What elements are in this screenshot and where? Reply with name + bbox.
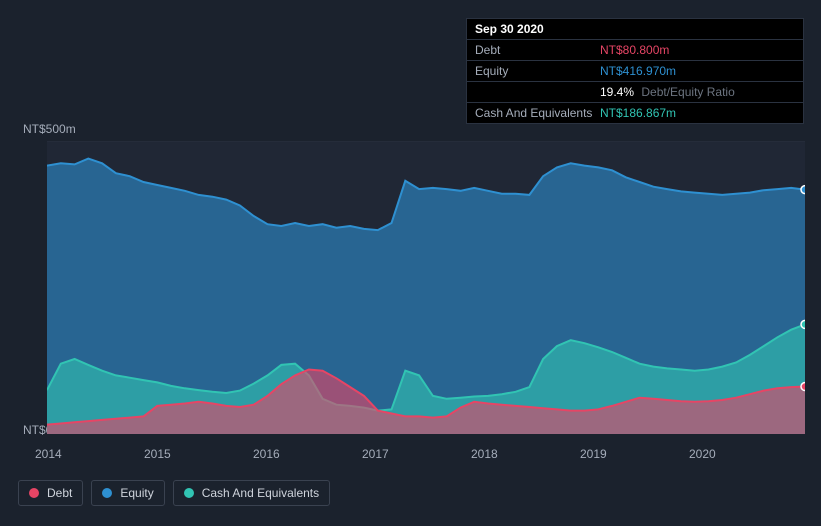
- x-axis-label: 2015: [144, 447, 171, 461]
- tooltip-panel: Sep 30 2020 Debt NT$80.800m Equity NT$41…: [466, 18, 804, 124]
- tooltip-row-equity: Equity NT$416.970m: [467, 60, 803, 81]
- x-axis-label: 2020: [689, 447, 716, 461]
- x-axis-label: 2017: [362, 447, 389, 461]
- end-marker-equity: [801, 186, 805, 194]
- tooltip-label: Debt: [475, 42, 600, 58]
- tooltip-value: 19.4% Debt/Equity Ratio: [600, 84, 795, 100]
- end-marker-cash: [801, 320, 805, 328]
- legend-swatch: [102, 488, 112, 498]
- legend-label: Debt: [47, 486, 72, 500]
- legend-item-debt[interactable]: Debt: [18, 480, 83, 506]
- x-axis-label: 2019: [580, 447, 607, 461]
- legend: Debt Equity Cash And Equivalents: [18, 480, 330, 506]
- legend-swatch: [184, 488, 194, 498]
- tooltip-value: NT$186.867m: [600, 105, 795, 121]
- y-axis-label-max: NT$500m: [23, 122, 76, 136]
- tooltip-date: Sep 30 2020: [475, 21, 544, 37]
- legend-item-cash[interactable]: Cash And Equivalents: [173, 480, 330, 506]
- chart-container: Sep 30 2020 Debt NT$80.800m Equity NT$41…: [0, 0, 821, 526]
- tooltip-label: Equity: [475, 63, 600, 79]
- tooltip-row-cash: Cash And Equivalents NT$186.867m: [467, 102, 803, 123]
- tooltip-row-debt: Debt NT$80.800m: [467, 39, 803, 60]
- tooltip-value: NT$80.800m: [600, 42, 795, 58]
- legend-swatch: [29, 488, 39, 498]
- tooltip-value: NT$416.970m: [600, 63, 795, 79]
- tooltip-label: [475, 84, 600, 100]
- x-axis-label: 2018: [471, 447, 498, 461]
- end-marker-debt: [801, 383, 805, 391]
- legend-label: Cash And Equivalents: [202, 486, 319, 500]
- tooltip-row-ratio: 19.4% Debt/Equity Ratio: [467, 81, 803, 102]
- x-axis-label: 2016: [253, 447, 280, 461]
- legend-label: Equity: [120, 486, 153, 500]
- x-axis-label: 2014: [35, 447, 62, 461]
- area-chart[interactable]: [47, 141, 805, 434]
- tooltip-label: Cash And Equivalents: [475, 105, 600, 121]
- legend-item-equity[interactable]: Equity: [91, 480, 164, 506]
